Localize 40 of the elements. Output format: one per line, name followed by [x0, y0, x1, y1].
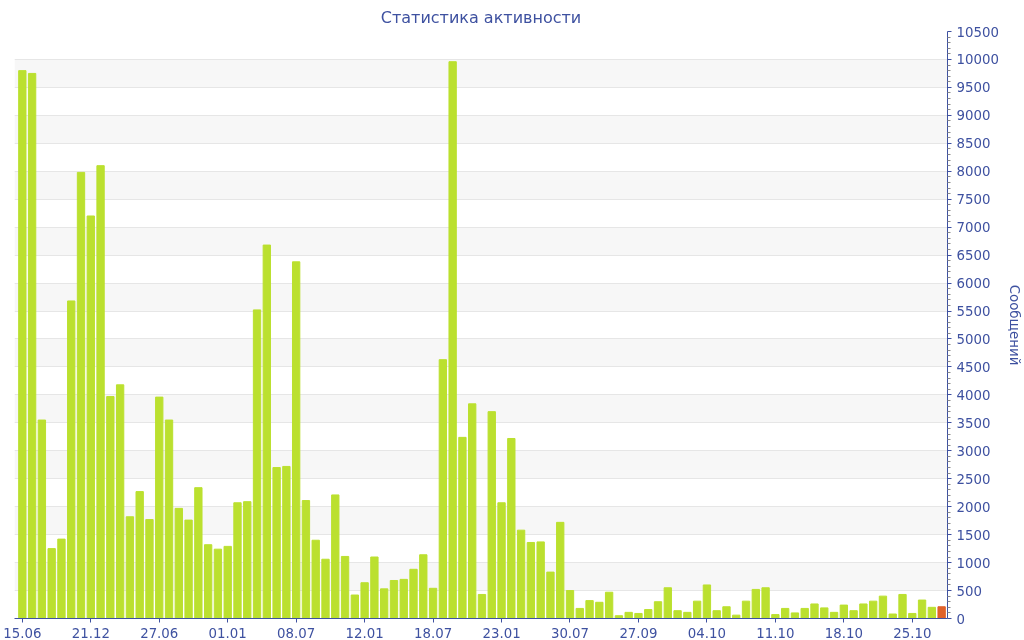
x-tick-label: 23.01	[482, 625, 521, 640]
y-tick-label: 1000	[956, 555, 991, 571]
x-tick-label: 08.07	[277, 625, 316, 640]
y-tick-label: 4500	[956, 359, 991, 375]
y-axis-title: Сообщений	[1006, 284, 1022, 366]
x-tick-label: 11.10	[756, 625, 795, 640]
x-tick-label: 15.06	[3, 625, 42, 640]
y-tick-label: 500	[956, 583, 982, 599]
y-tick-label: 4000	[956, 387, 991, 403]
y-tick-label: 6500	[956, 248, 991, 264]
y-tick-label: 3500	[956, 415, 991, 431]
x-tick-label: 01.01	[208, 625, 247, 640]
chart-title: Статистика активности	[380, 7, 582, 27]
y-tick-label: 10000	[956, 52, 999, 68]
x-tick-label: 12.01	[345, 625, 384, 640]
y-tick-label: 10500	[956, 24, 999, 40]
y-tick-label: 1500	[956, 527, 991, 543]
y-tick-label: 8000	[956, 164, 991, 180]
x-tick-label: 30.07	[550, 625, 590, 640]
y-tick-label: 3000	[956, 443, 991, 459]
y-tick-label: 8500	[956, 136, 991, 152]
y-tick-label: 2500	[956, 471, 991, 487]
x-tick-label: 27.06	[140, 625, 179, 640]
y-tick-label: 2000	[956, 499, 991, 515]
y-tick-label: 7500	[956, 192, 991, 208]
y-tick-label: 5500	[956, 304, 991, 320]
y-tick-label: 0	[956, 611, 965, 627]
x-tick-label: 25.10	[893, 625, 932, 640]
y-tick-label: 7000	[956, 220, 991, 236]
x-tick-label: 27.09	[619, 625, 658, 640]
x-tick-label: 18.07	[414, 625, 453, 640]
bar	[937, 606, 946, 619]
x-tick-label: 18.10	[824, 625, 863, 640]
y-tick-label: 5000	[956, 331, 991, 347]
y-tick-label: 9000	[956, 108, 991, 124]
x-tick-label: 04.10	[687, 625, 726, 640]
bar	[927, 606, 937, 619]
y-tick-label: 9500	[956, 80, 991, 96]
x-tick-label: 21.12	[71, 625, 110, 640]
y-tick-label: 6000	[956, 276, 991, 292]
